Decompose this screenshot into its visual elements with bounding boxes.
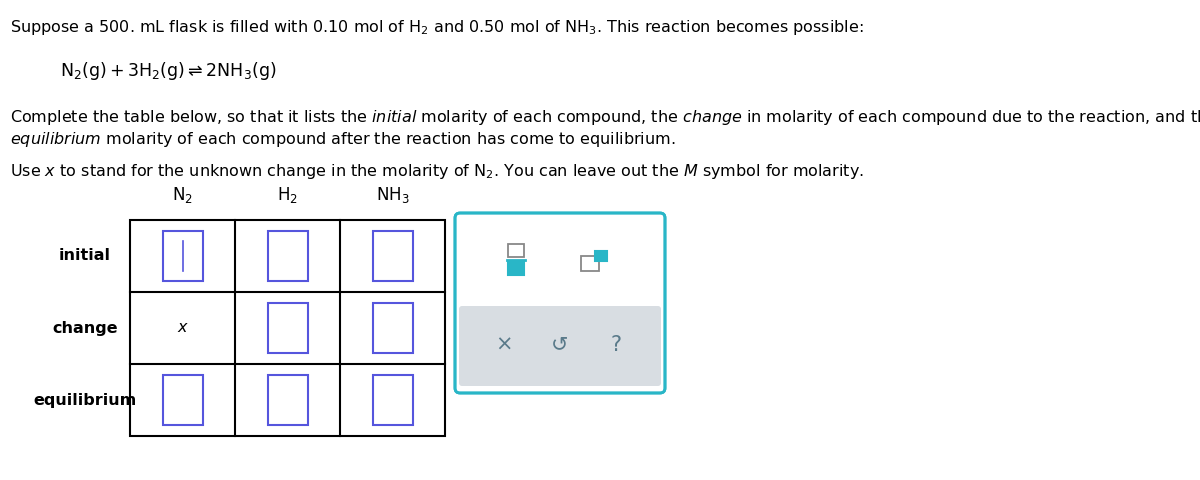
Text: Use $\it{x}$ to stand for the unknown change in the molarity of $\mathrm{N_2}$. : Use $\it{x}$ to stand for the unknown ch… <box>10 162 864 181</box>
Bar <box>372 231 413 281</box>
Bar <box>372 303 413 353</box>
Text: x: x <box>178 321 187 336</box>
Text: ×: × <box>496 335 512 355</box>
Text: equilibrium: equilibrium <box>34 393 137 408</box>
FancyBboxPatch shape <box>458 306 661 386</box>
Bar <box>509 244 523 257</box>
Bar <box>581 256 599 271</box>
Text: $\mathrm{H_2}$: $\mathrm{H_2}$ <box>277 185 298 205</box>
Text: $\mathrm{NH_3}$: $\mathrm{NH_3}$ <box>376 185 409 205</box>
Text: initial: initial <box>59 249 112 264</box>
Bar <box>130 220 445 436</box>
FancyBboxPatch shape <box>455 213 665 393</box>
Text: ↺: ↺ <box>551 335 569 355</box>
Bar <box>595 251 607 261</box>
Bar <box>509 262 523 275</box>
Text: $\mathrm{N_2}$: $\mathrm{N_2}$ <box>172 185 193 205</box>
Text: Complete the table below, so that it lists the $\it{initial}$ molarity of each c: Complete the table below, so that it lis… <box>10 108 1200 127</box>
Bar <box>162 375 203 425</box>
Bar <box>268 303 307 353</box>
Bar <box>268 231 307 281</box>
Text: $\it{equilibrium}$ molarity of each compound after the reaction has come to equi: $\it{equilibrium}$ molarity of each comp… <box>10 130 676 149</box>
Bar <box>372 375 413 425</box>
Text: ?: ? <box>611 335 622 355</box>
Bar <box>162 231 203 281</box>
Text: Suppose a 500. mL flask is filled with 0.10 mol of $\mathrm{H_2}$ and 0.50 mol o: Suppose a 500. mL flask is filled with 0… <box>10 18 864 37</box>
Bar <box>268 375 307 425</box>
Text: change: change <box>52 321 118 336</box>
Text: $\mathrm{N_2(g)+3H_2(g) \rightleftharpoons 2NH_3(g)}$: $\mathrm{N_2(g)+3H_2(g) \rightleftharpoo… <box>60 60 276 82</box>
